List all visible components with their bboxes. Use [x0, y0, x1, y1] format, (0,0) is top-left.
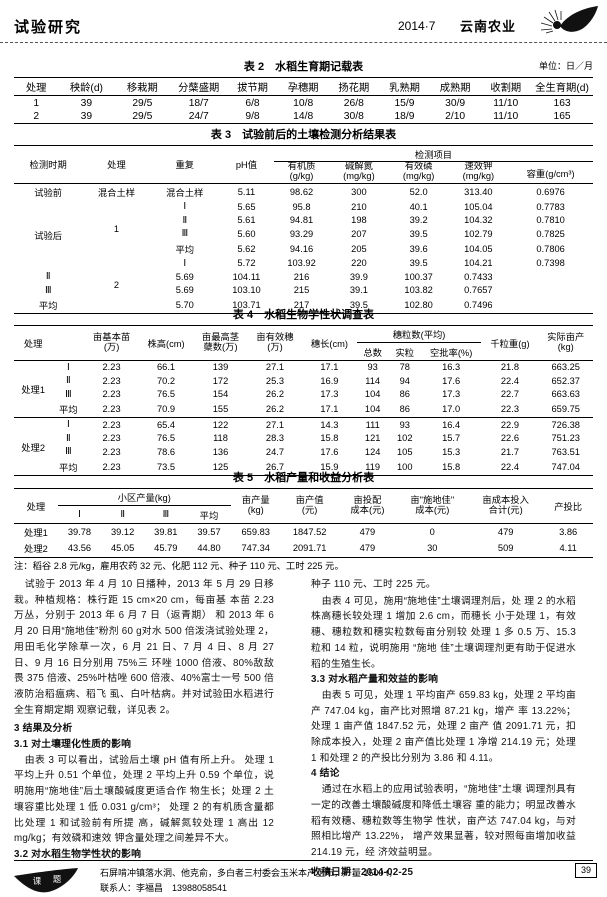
svg-text:课: 课 — [33, 876, 42, 886]
svg-text:题: 题 — [53, 874, 61, 884]
